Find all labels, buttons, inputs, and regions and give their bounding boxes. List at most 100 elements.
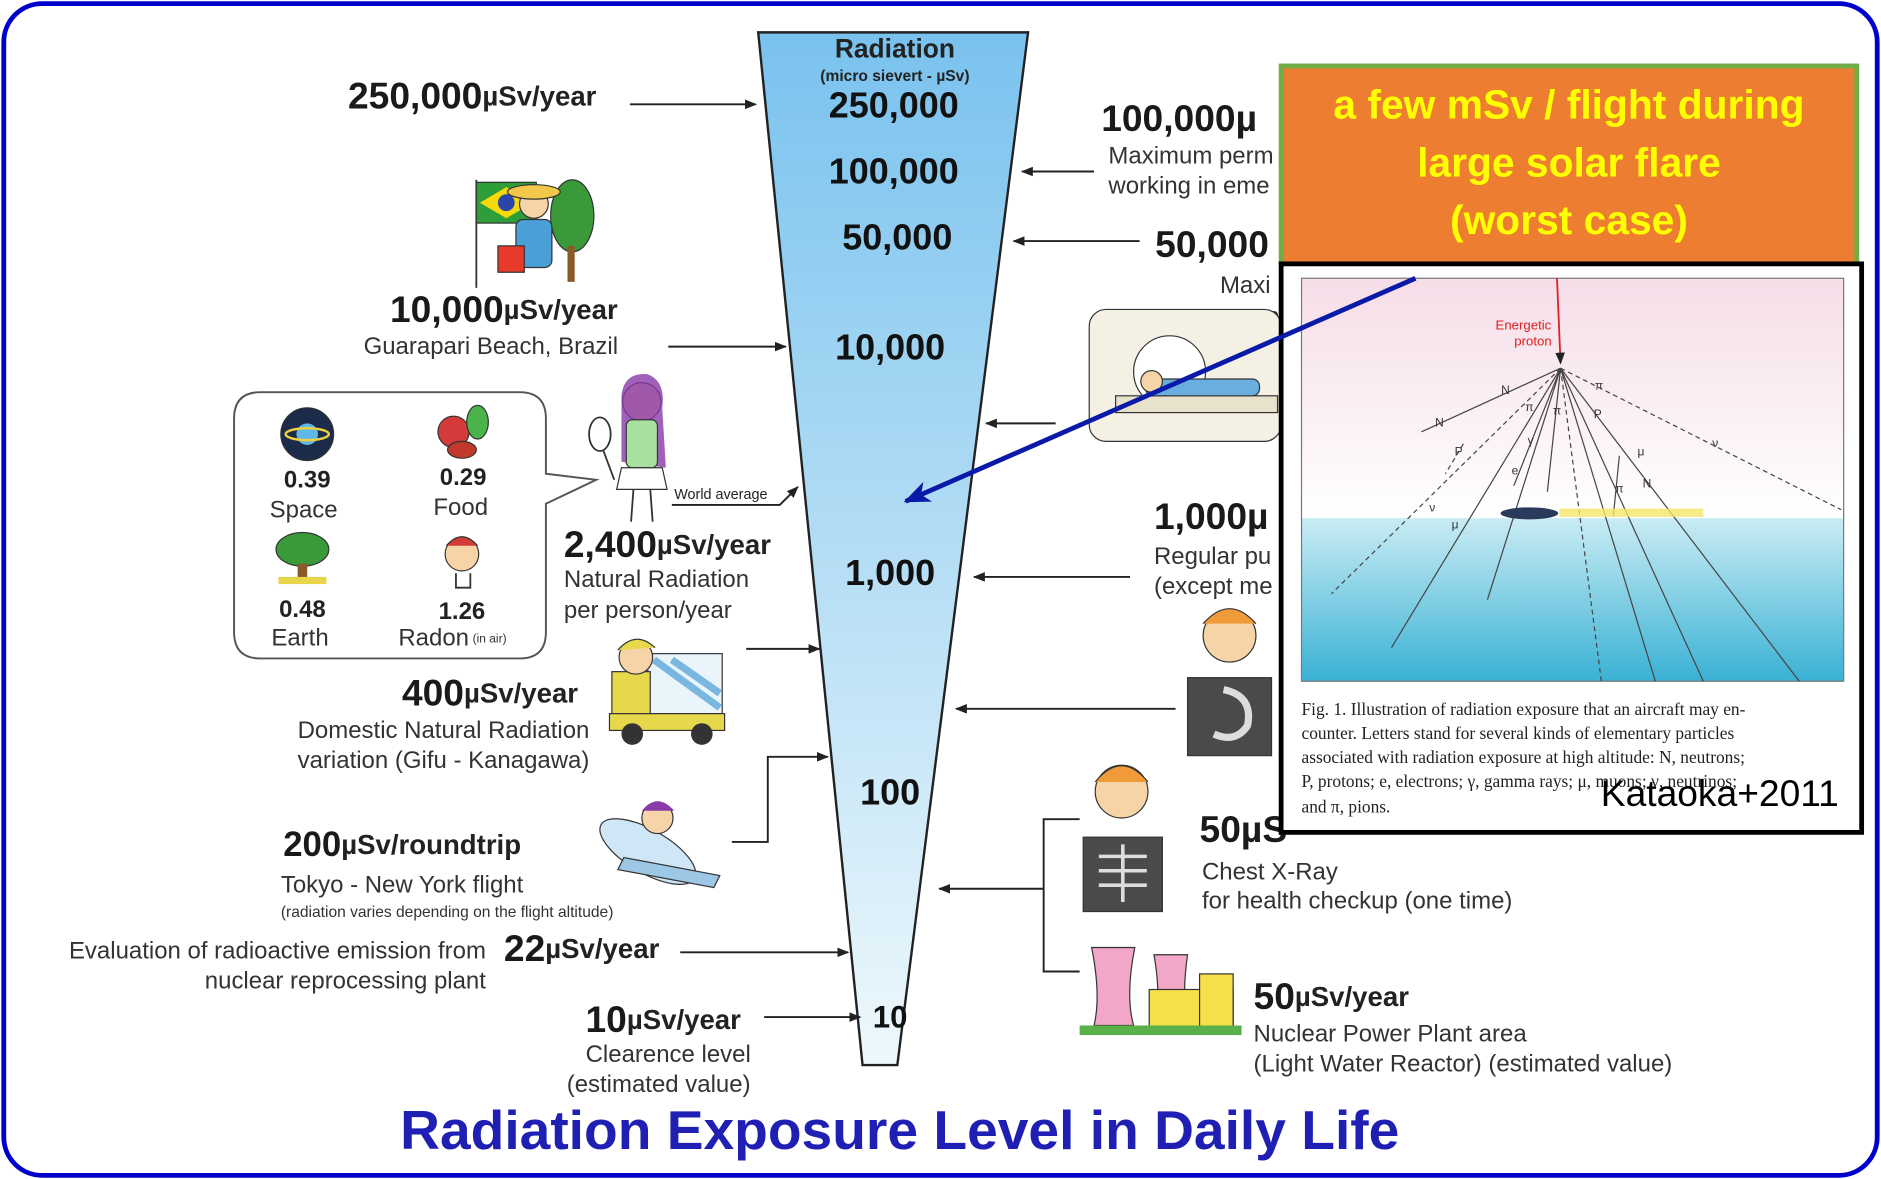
item-desc: Evaluation of radioactive emission from <box>69 938 486 965</box>
item-value: 10,000µSv/year <box>390 288 618 330</box>
caption-line: and π, pions. <box>1302 797 1391 816</box>
particle-label: π <box>1525 400 1533 414</box>
particle-label: ν <box>1429 501 1435 515</box>
callout-text: a few mSv / flight during <box>1333 82 1804 128</box>
particle-label: P <box>1594 407 1602 421</box>
particle-label: μ <box>1452 518 1459 532</box>
item-value: 100,000µ <box>1101 97 1257 139</box>
scale-level: 250,000 <box>829 84 959 125</box>
item-desc: Chest X-Ray <box>1202 858 1338 885</box>
item-value: 200µSv/roundtrip <box>283 826 521 864</box>
world-average-label: World average <box>674 487 767 503</box>
right-items: 100,000µ Maximum perm working in eme 50,… <box>939 97 1672 1077</box>
pointer-arrow <box>903 276 1417 504</box>
breakdown-value: 1.26 <box>439 598 486 625</box>
particle-label: N <box>1501 383 1510 397</box>
caption-line: P, protons; e, electrons; γ, gamma rays;… <box>1302 772 1738 791</box>
item-value: 400µSv/year <box>402 671 578 713</box>
caption-line: counter. Letters stand for several kinds… <box>1302 724 1735 743</box>
item-desc: (except me <box>1154 573 1273 600</box>
particle-label: P <box>1455 444 1463 458</box>
proton-label: Energetic <box>1496 318 1552 333</box>
particle-label: π <box>1615 482 1623 496</box>
scale-funnel <box>756 31 1030 1067</box>
callout-box <box>1278 63 1860 267</box>
scale-level: 10,000 <box>835 327 945 368</box>
item-value: 10µSv/year <box>585 998 741 1040</box>
inset-box <box>233 391 600 660</box>
radiation-scale: Radiation (micro sievert - µSv) 250,000 … <box>756 31 1030 1067</box>
title: Radiation Exposure Level in Daily Life <box>400 1099 1399 1161</box>
item-desc: (Light Water Reactor) (estimated value) <box>1254 1050 1673 1077</box>
figure-credit: Kataoka+2011 <box>1601 772 1839 814</box>
brazil-icon <box>475 179 595 288</box>
item-desc: (radiation varies depending on the fligh… <box>281 904 614 921</box>
item-value: 22µSv/year <box>504 927 660 969</box>
item-value: 50µSv/year <box>1254 975 1410 1017</box>
breakdown-value: 0.48 <box>279 596 326 623</box>
ct-scanner-icon <box>1088 308 1282 442</box>
breakdown-label: Food <box>433 494 488 521</box>
particle-label: γ <box>1528 434 1534 448</box>
scale-level: 100,000 <box>829 150 959 191</box>
item-desc: Nuclear Power Plant area <box>1254 1020 1528 1047</box>
breakdown-value: 0.29 <box>440 464 487 491</box>
callout-text: (worst case) <box>1450 197 1688 243</box>
scale-level: 10 <box>873 1000 908 1035</box>
arrow <box>671 486 799 506</box>
item-desc: (estimated value) <box>567 1071 751 1098</box>
item-desc: Maximum perm <box>1108 142 1273 169</box>
breakdown-label: Earth <box>271 625 328 652</box>
breakdown-value: 0.39 <box>284 466 331 493</box>
scale-level: 1,000 <box>845 552 935 593</box>
item-desc: Maxi <box>1220 272 1271 299</box>
chest-xray-icon <box>1082 764 1163 913</box>
item-desc: for health checkup (one time) <box>1202 887 1512 914</box>
scale-level: 50,000 <box>842 216 952 257</box>
item-desc: Domestic Natural Radiation <box>298 717 590 744</box>
caption-line: Fig. 1. Illustration of radiation exposu… <box>1302 700 1746 719</box>
item-value: 50,000 <box>1155 223 1269 265</box>
arrow <box>939 818 1080 973</box>
item-desc: Clearence level <box>586 1041 751 1068</box>
left-items: 250,000µSv/year 10,000µSv/year Guarapari… <box>69 74 862 1098</box>
item-value: 50µS <box>1200 808 1288 850</box>
item-desc: Tokyo - New York flight <box>281 872 524 899</box>
natural-breakdown: 0.39 Space 0.29 Food 0.48 Earth 1.26 Rad… <box>233 391 600 660</box>
scale-unit: (micro sievert - µSv) <box>820 68 969 85</box>
particle-label: N <box>1435 416 1444 430</box>
item-desc: Regular pu <box>1154 543 1271 570</box>
power-plant-icon <box>1079 946 1242 1036</box>
particle-label: e <box>1512 464 1519 478</box>
item-value: 250,000µSv/year <box>348 74 597 116</box>
scale-heading: Radiation <box>835 33 955 63</box>
item-desc: Natural Radiation <box>564 566 749 593</box>
item-value: 2,400µSv/year <box>564 523 771 565</box>
breakdown-label: Space <box>270 496 338 523</box>
particle-label: N <box>1643 477 1652 491</box>
solar-flare-callout: a few mSv / flight during large solar fl… <box>1278 63 1860 267</box>
item-desc: Guarapari Beach, Brazil <box>364 333 618 360</box>
callout-text: large solar flare <box>1417 139 1721 185</box>
woman-icon <box>588 373 668 522</box>
plane-icon <box>599 801 721 889</box>
item-desc: variation (Gifu - Kanagawa) <box>298 747 590 774</box>
stomach-xray-icon <box>1186 608 1273 757</box>
item-desc: nuclear reprocessing plant <box>205 968 486 995</box>
truck-icon <box>608 638 726 745</box>
arrow <box>731 752 829 843</box>
scale-level: 100 <box>860 772 920 813</box>
caption-line: associated with radiation exposure at hi… <box>1302 748 1745 767</box>
item-desc: per person/year <box>564 597 732 624</box>
item-value: 1,000µ <box>1154 495 1268 537</box>
particle-label: π <box>1553 404 1561 418</box>
particle-label: π <box>1595 378 1603 392</box>
proton-label: proton <box>1514 333 1551 348</box>
particle-label: μ <box>1637 444 1644 458</box>
breakdown-label: Radon (in air) <box>398 625 506 652</box>
particle-tracks <box>1331 367 1842 682</box>
item-desc: working in eme <box>1107 172 1269 199</box>
